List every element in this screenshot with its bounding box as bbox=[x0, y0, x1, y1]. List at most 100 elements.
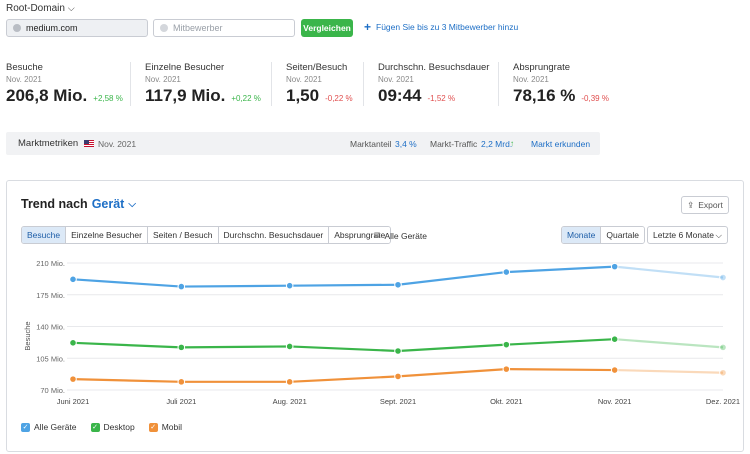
metric-date: Nov. 2021 bbox=[378, 75, 414, 84]
domain-field-value: medium.com bbox=[26, 23, 78, 33]
legend-label: Desktop bbox=[103, 422, 135, 432]
data-point bbox=[285, 342, 294, 351]
x-tick-label: Nov. 2021 bbox=[598, 397, 632, 406]
plus-icon: + bbox=[364, 20, 372, 34]
metric-label: Seiten/Besuch bbox=[286, 62, 348, 73]
metric-divider bbox=[498, 62, 499, 106]
data-point bbox=[69, 375, 77, 383]
data-point bbox=[394, 347, 402, 355]
compare-button[interactable]: Vergleichen bbox=[301, 19, 353, 37]
metric-label: Einzelne Besucher bbox=[145, 62, 225, 73]
arrow-up-icon: ↑ bbox=[510, 139, 514, 148]
x-tick-label: Aug. 2021 bbox=[273, 397, 307, 406]
metric-pages-per-visit: Seiten/Besuch Nov. 2021 1,50 -0,22 % bbox=[286, 62, 353, 106]
all-devices-toggle[interactable]: ⧉ Alle Geräte bbox=[374, 230, 427, 241]
checkbox-icon: ✓ bbox=[90, 422, 100, 432]
tab-visits[interactable]: Besuche bbox=[22, 227, 67, 243]
metric-date: Nov. 2021 bbox=[6, 75, 42, 84]
metric-value: 206,8 Mio. bbox=[6, 86, 88, 105]
market-traffic-value[interactable]: 2,2 Mrd. bbox=[481, 138, 513, 149]
metric-tabs: Besuche Einzelne Besucher Seiten / Besuc… bbox=[21, 226, 392, 244]
x-tick-label: Dez. 2021 bbox=[706, 397, 740, 406]
checkbox-icon: ✓ bbox=[148, 422, 158, 432]
tab-quarters[interactable]: Quartale bbox=[601, 227, 644, 243]
series-line bbox=[72, 368, 615, 383]
data-point bbox=[502, 340, 511, 349]
data-point bbox=[69, 275, 77, 284]
data-point bbox=[394, 372, 402, 381]
add-competitors-link[interactable]: + Fügen Sie bis zu 3 Mitbewerber hinzu bbox=[364, 20, 518, 34]
chevron-down-icon: ⌵ bbox=[67, 3, 75, 13]
metric-label: Absprungrate bbox=[513, 62, 571, 73]
data-point bbox=[610, 366, 619, 374]
metric-delta: -1,52 % bbox=[427, 94, 456, 103]
series-line-projected bbox=[614, 338, 724, 349]
competitor-color-dot bbox=[160, 24, 168, 32]
series-line-projected bbox=[614, 368, 724, 374]
series-line bbox=[72, 265, 615, 288]
series-line bbox=[72, 338, 615, 353]
data-point bbox=[610, 335, 619, 343]
checkbox-icon: ✓ bbox=[21, 422, 30, 432]
y-tick-label: 140 Mio. bbox=[36, 323, 65, 332]
tab-months[interactable]: Monate bbox=[562, 227, 602, 243]
device-selector[interactable]: Gerät bbox=[91, 197, 125, 211]
y-tick-label: 105 Mio. bbox=[36, 354, 65, 363]
domain-field[interactable]: medium.com bbox=[6, 19, 148, 37]
chevron-down-icon[interactable]: ⌵ bbox=[128, 198, 136, 210]
y-tick-label: 70 Mio. bbox=[40, 386, 65, 395]
data-point bbox=[177, 343, 186, 352]
market-share-value[interactable]: 3,4 % bbox=[395, 138, 417, 149]
legend-item-desktop[interactable]: ✓ Desktop bbox=[90, 422, 135, 432]
data-point bbox=[502, 365, 511, 373]
domain-color-dot bbox=[13, 24, 21, 32]
tab-pages-per-visit[interactable]: Seiten / Besuch bbox=[147, 227, 219, 243]
period-toggle: Monate Quartale bbox=[561, 226, 645, 244]
all-devices-label: Alle Geräte bbox=[384, 230, 427, 241]
explore-market-link[interactable]: Markt erkunden bbox=[531, 138, 591, 149]
range-select-value: Letzte 6 Monate bbox=[653, 230, 714, 240]
competitor-field[interactable]: Mitbewerber bbox=[153, 19, 295, 37]
legend-label: Mobil bbox=[161, 422, 183, 432]
export-button[interactable]: ⇪ Export bbox=[681, 196, 729, 214]
metric-date: Nov. 2021 bbox=[145, 75, 181, 84]
legend-item-all-devices[interactable]: ✓ Alle Geräte bbox=[21, 422, 77, 432]
data-point bbox=[285, 281, 294, 290]
x-tick-label: Juni 2021 bbox=[57, 397, 90, 406]
metric-divider bbox=[363, 62, 364, 106]
legend-label: Alle Geräte bbox=[34, 422, 77, 432]
data-point bbox=[719, 368, 727, 377]
metric-divider bbox=[271, 62, 272, 106]
chart-legend: ✓ Alle Geräte ✓ Desktop ✓ Mobil bbox=[21, 422, 182, 432]
market-share-label: Marktanteil bbox=[350, 138, 392, 149]
x-tick-label: Sept. 2021 bbox=[380, 397, 416, 406]
x-tick-label: Juli 2021 bbox=[166, 397, 196, 406]
metric-value: 09:44 bbox=[378, 86, 422, 105]
market-metrics-title: Marktmetriken bbox=[18, 138, 79, 149]
metric-label: Besuche bbox=[6, 62, 43, 73]
metric-value: 117,9 Mio. bbox=[145, 86, 226, 105]
metric-value: 1,50 bbox=[286, 86, 320, 105]
tab-bounce-rate[interactable]: Absprungrate bbox=[329, 227, 391, 243]
y-axis-label: Besuche bbox=[23, 321, 32, 350]
trend-title-prefix: Trend nach bbox=[21, 197, 88, 211]
y-tick-label: 210 Mio. bbox=[36, 259, 65, 268]
data-point bbox=[69, 339, 77, 347]
metric-visits: Besuche Nov. 2021 206,8 Mio. +2,58 % bbox=[6, 62, 123, 106]
root-domain-label: Root-Domain bbox=[6, 3, 65, 14]
range-select[interactable]: Letzte 6 Monate ⌵ bbox=[647, 226, 728, 244]
metric-value: 78,16 % bbox=[513, 86, 576, 105]
trend-chart: Besuche 210 Mio. 175 Mio. 140 Mio. 105 Mio.… bbox=[23, 259, 740, 406]
root-domain-selector[interactable]: Root-Domain ⌵ bbox=[6, 3, 75, 14]
trend-title: Trend nach Gerät ⌵ bbox=[21, 197, 136, 211]
market-metrics-date: Nov. 2021 bbox=[98, 138, 137, 149]
data-point bbox=[177, 378, 186, 386]
data-point bbox=[502, 268, 511, 276]
data-point bbox=[719, 273, 727, 282]
tab-visit-duration[interactable]: Durchschn. Besuchsdauer bbox=[218, 227, 330, 243]
tab-unique-visitors[interactable]: Einzelne Besucher bbox=[66, 227, 148, 243]
metric-visit-duration: Durchschn. Besuchsdauer Nov. 2021 09:44-… bbox=[378, 62, 489, 106]
legend-item-mobile[interactable]: ✓ Mobil bbox=[148, 422, 183, 432]
export-icon: ⇪ bbox=[687, 199, 695, 210]
series-line-projected bbox=[614, 265, 724, 279]
